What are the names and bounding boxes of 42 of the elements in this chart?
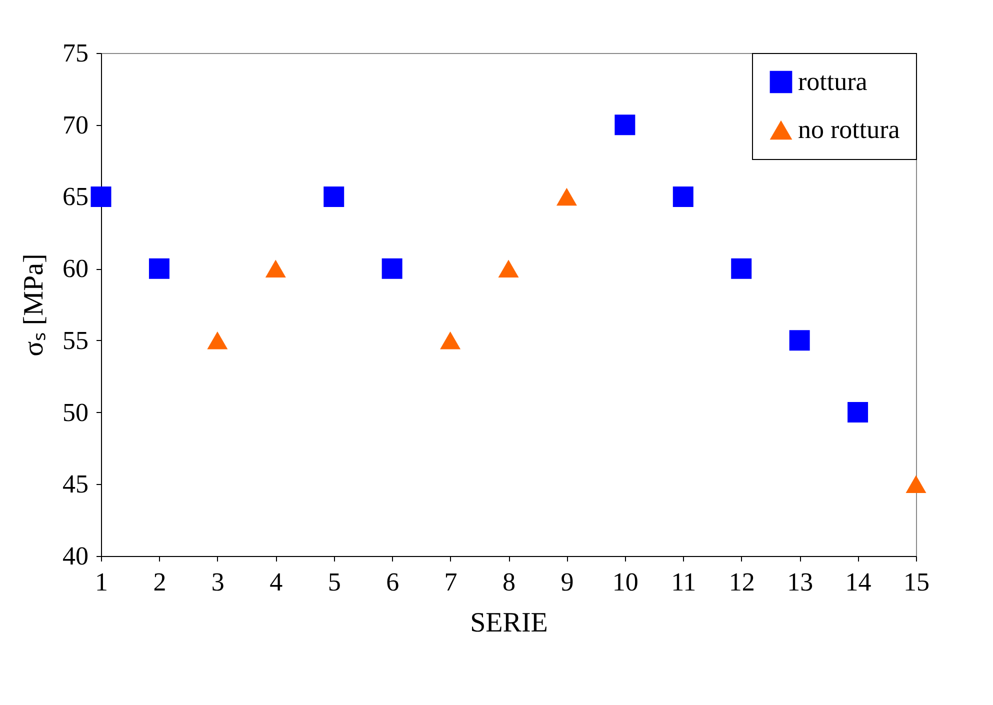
x-tick-label: 15 <box>904 568 930 596</box>
x-tick-label: 7 <box>444 568 458 596</box>
legend-label: no rottura <box>798 115 900 144</box>
y-tick-label: 75 <box>62 38 88 68</box>
x-axis-title: SERIE <box>470 608 548 638</box>
point <box>207 332 228 350</box>
point <box>265 260 286 278</box>
point <box>614 114 636 136</box>
x-tick-label: 1 <box>95 568 108 596</box>
y-tick-label: 70 <box>62 110 88 140</box>
x-tick-label: 12 <box>728 568 755 596</box>
point <box>906 475 926 494</box>
point <box>90 186 112 207</box>
y-tick-label: 60 <box>62 254 88 284</box>
point <box>789 330 810 351</box>
x-tick-label: 4 <box>270 568 283 596</box>
y-tick-label: 40 <box>62 542 88 570</box>
y-tick-label: 50 <box>62 398 88 427</box>
x-tick-label: 11 <box>671 568 696 596</box>
y-tick-label: 65 <box>62 182 88 212</box>
point <box>556 188 577 206</box>
point <box>498 260 519 278</box>
x-tick-label: 10 <box>612 568 638 596</box>
legend-label: rottura <box>798 67 868 96</box>
point <box>440 332 461 350</box>
y-tick-label: 55 <box>62 326 88 355</box>
x-tick-label: 8 <box>502 568 516 596</box>
point <box>672 186 694 207</box>
y-tick-label: 45 <box>62 470 88 499</box>
point <box>148 258 170 279</box>
x-tick-label: 13 <box>787 568 814 596</box>
y-axis-title: σₛ [MPa] <box>18 254 50 356</box>
point <box>848 402 868 423</box>
point <box>731 258 752 279</box>
x-tick-label: 2 <box>153 568 166 596</box>
point <box>382 258 402 279</box>
point <box>324 186 344 207</box>
x-tick-label: 9 <box>560 568 574 596</box>
x-tick-label: 3 <box>211 568 224 596</box>
x-tick-label: 6 <box>386 568 400 596</box>
x-tick-label: 5 <box>328 568 341 596</box>
x-tick-label: 14 <box>845 568 872 596</box>
